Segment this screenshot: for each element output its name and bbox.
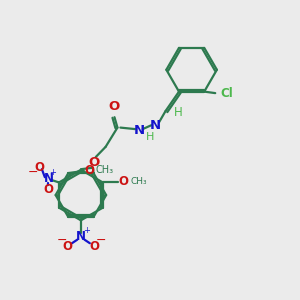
Text: O: O	[118, 175, 128, 188]
Text: CH₃: CH₃	[96, 165, 114, 175]
Text: Cl: Cl	[220, 87, 233, 100]
Text: CH₃: CH₃	[130, 177, 147, 186]
Text: H: H	[174, 106, 183, 119]
Text: N: N	[133, 124, 144, 137]
Text: H: H	[146, 131, 155, 142]
Text: −: −	[96, 234, 106, 247]
Text: −: −	[57, 234, 68, 247]
Text: O: O	[84, 164, 94, 177]
Text: −: −	[28, 166, 38, 178]
Text: O: O	[88, 156, 100, 169]
Text: O: O	[44, 184, 53, 196]
Text: O: O	[34, 161, 44, 174]
Text: +: +	[49, 168, 56, 177]
Text: +: +	[83, 226, 90, 235]
Text: O: O	[62, 240, 73, 253]
Text: O: O	[109, 100, 120, 113]
Text: N: N	[44, 172, 53, 185]
Text: N: N	[150, 119, 161, 132]
Text: N: N	[76, 230, 86, 243]
Text: O: O	[89, 240, 99, 253]
